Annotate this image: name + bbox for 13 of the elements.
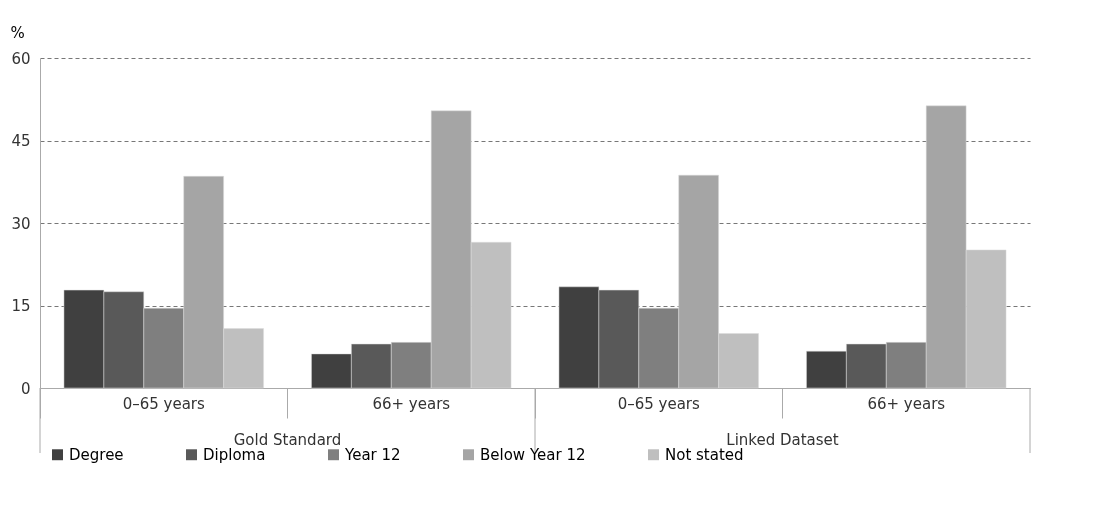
y-tick-label: 60 <box>11 49 31 68</box>
y-axis-title: % <box>10 23 25 42</box>
y-tick-label: 15 <box>11 297 31 315</box>
y-tick-label: 30 <box>11 214 31 233</box>
y-tick-label: 45 <box>11 132 31 150</box>
x-tick-label: 0–65 years <box>617 394 701 413</box>
x-tick-label: 66+ years <box>372 394 451 413</box>
x-tick-label: 0–65 years <box>122 394 206 413</box>
legend-label: Below Year 12 <box>480 445 586 464</box>
legend-label: Year 12 <box>344 445 401 464</box>
y-tick-label: 0 <box>20 379 31 398</box>
x-tick-label: 66+ years <box>867 394 946 413</box>
legend-label: Degree <box>69 445 124 464</box>
